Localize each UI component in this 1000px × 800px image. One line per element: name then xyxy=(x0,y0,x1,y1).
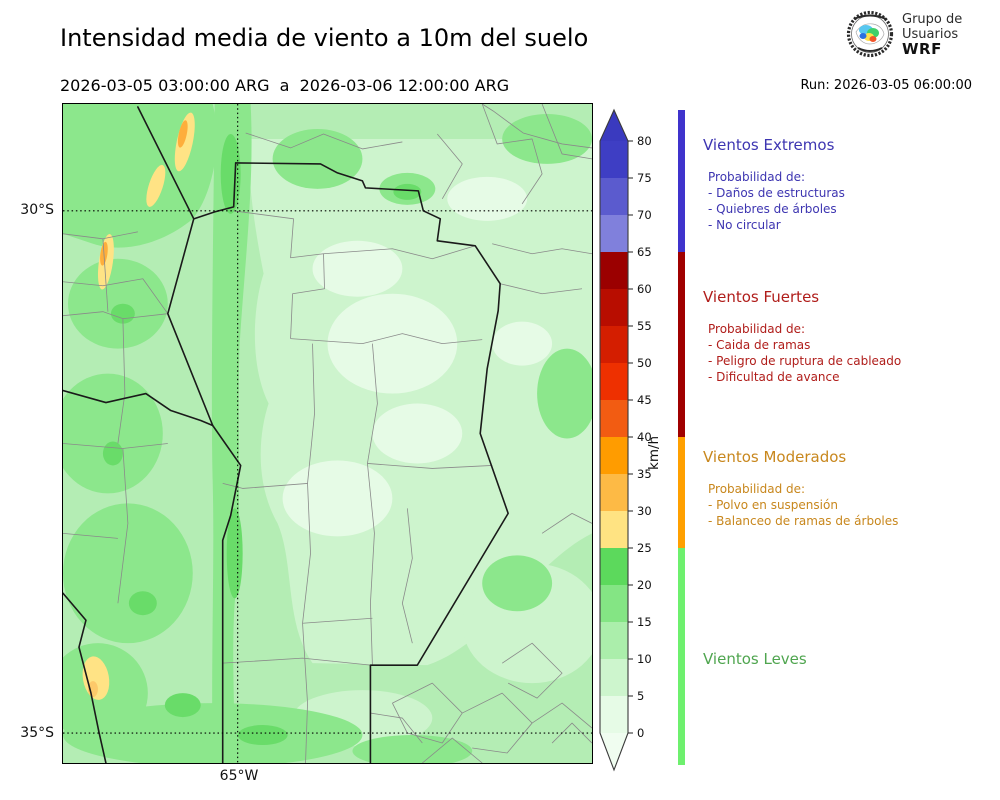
colorbar-segments xyxy=(600,141,628,733)
category-probability-label: Probabilidad de: xyxy=(708,482,806,496)
category-strip xyxy=(678,110,685,765)
colorbar-tick-label: 40 xyxy=(637,430,652,444)
colorbar-segment xyxy=(600,289,628,326)
lon-label-65w: 65°W xyxy=(219,768,259,784)
colorbar-tick-label: 10 xyxy=(637,652,652,666)
colorbar-segment xyxy=(600,474,628,511)
strip-segment-moderados xyxy=(678,437,685,548)
category-item: - No circular xyxy=(708,218,781,232)
category-details: Probabilidad de: - Daños de estructuras - … xyxy=(708,169,845,233)
wrf-logo-seal-icon xyxy=(846,10,894,58)
colorbar-segment xyxy=(600,437,628,474)
category-title: Vientos Moderados xyxy=(703,448,847,466)
logo-text-wrf: WRF xyxy=(902,39,942,58)
colorbar-tick-label: 30 xyxy=(637,504,652,518)
logo-text-line1: Grupo de xyxy=(902,11,963,27)
colorbar-segment xyxy=(600,215,628,252)
colorbar-tick-label: 15 xyxy=(637,615,652,629)
wind-categories-legend: Vientos Extremos Probabilidad de: - Daños … xyxy=(703,0,993,800)
valid-period: 2026-03-05 03:00:00 ARG a 2026-03-06 12:… xyxy=(60,76,510,95)
colorbar-tick-label: 75 xyxy=(637,171,652,185)
category-title: Vientos Extremos xyxy=(703,136,835,154)
colorbar-segment xyxy=(600,141,628,178)
colorbar-ticks: 0 5 10 15 20 25 30 35 40 45 50 55 60 65 70 75 80 xyxy=(628,134,652,740)
colorbar-tick-label: 55 xyxy=(637,319,652,333)
strip-segment-extremos xyxy=(678,110,685,252)
category-item: - Quiebres de árboles xyxy=(708,202,837,216)
colorbar-tick-label: 80 xyxy=(637,134,652,148)
colorbar-segment xyxy=(600,363,628,400)
colorbar-tick-label: 20 xyxy=(637,578,652,592)
logo-text-line2: Usuarios xyxy=(902,26,959,42)
page-title: Intensidad media de viento a 10m del sue… xyxy=(60,24,589,52)
run-timestamp: Run: 2026-03-05 06:00:00 xyxy=(800,78,972,93)
category-details: Probabilidad de: - Caida de ramas - Peligr… xyxy=(708,321,901,385)
colorbar-segment xyxy=(600,511,628,548)
wind-map-canvas xyxy=(63,104,592,763)
province-boundaries xyxy=(63,106,509,763)
colorbar-segment xyxy=(600,326,628,363)
department-boundaries xyxy=(63,104,592,763)
colorbar-tick-label: 0 xyxy=(637,726,644,740)
category-probability-label: Probabilidad de: xyxy=(708,170,806,184)
wrf-logo: Grupo de Usuarios WRF xyxy=(846,10,962,58)
colorbar-tick-label: 60 xyxy=(637,282,652,296)
colorbar-segment xyxy=(600,585,628,622)
colorbar-tick-label: 25 xyxy=(637,541,652,555)
category-extremos: Vientos Extremos Probabilidad de: - Daños … xyxy=(703,136,845,233)
colorbar: 0 5 10 15 20 25 30 35 40 45 50 55 60 65 70 75 80 xyxy=(599,108,652,772)
colorbar-segment xyxy=(600,178,628,215)
strip-segment-fuertes xyxy=(678,252,685,437)
colorbar-segment xyxy=(600,659,628,696)
category-item: - Polvo en suspensión xyxy=(708,498,838,512)
strip-segment-leves xyxy=(678,548,685,765)
category-item: - Dificultad de avance xyxy=(708,370,840,384)
lat-label-30s: 30°S xyxy=(20,202,54,218)
colorbar-segment xyxy=(600,400,628,437)
lat-label-35s: 35°S xyxy=(20,725,54,741)
category-item: - Caida de ramas xyxy=(708,338,811,352)
category-fuertes: Vientos Fuertes Probabilidad de: - Caida d… xyxy=(703,288,901,385)
category-leves: Vientos Leves xyxy=(703,650,807,683)
category-item: - Balanceo de ramas de árboles xyxy=(708,514,899,528)
category-item: - Peligro de ruptura de cableado xyxy=(708,354,902,368)
colorbar-tick-label: 70 xyxy=(637,208,652,222)
category-probability-label: Probabilidad de: xyxy=(708,322,806,336)
category-item: - Daños de estructuras xyxy=(708,186,845,200)
colorbar-tick-label: 50 xyxy=(637,356,652,370)
category-title: Vientos Leves xyxy=(703,650,807,668)
colorbar-segment xyxy=(600,622,628,659)
colorbar-tick-label: 35 xyxy=(637,467,652,481)
colorbar-segment xyxy=(600,548,628,585)
colorbar-over-arrow xyxy=(600,110,628,141)
wind-map xyxy=(62,103,593,764)
colorbar-segment xyxy=(600,252,628,289)
colorbar-unit-label: km/h xyxy=(646,435,662,470)
colorbar-under-arrow xyxy=(600,733,628,770)
colorbar-segment xyxy=(600,696,628,733)
category-details: Probabilidad de: - Polvo en suspensión - B… xyxy=(708,481,898,529)
category-moderados: Vientos Moderados Probabilidad de: - Polvo… xyxy=(703,448,898,529)
category-title: Vientos Fuertes xyxy=(703,288,820,306)
colorbar-tick-label: 45 xyxy=(637,393,652,407)
colorbar-tick-label: 5 xyxy=(637,689,644,703)
colorbar-tick-label: 65 xyxy=(637,245,652,259)
